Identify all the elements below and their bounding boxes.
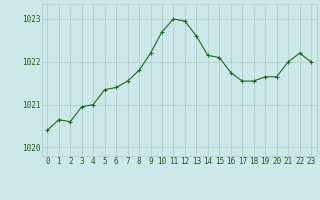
Text: Graphe pression niveau de la mer (hPa): Graphe pression niveau de la mer (hPa)	[41, 183, 279, 193]
